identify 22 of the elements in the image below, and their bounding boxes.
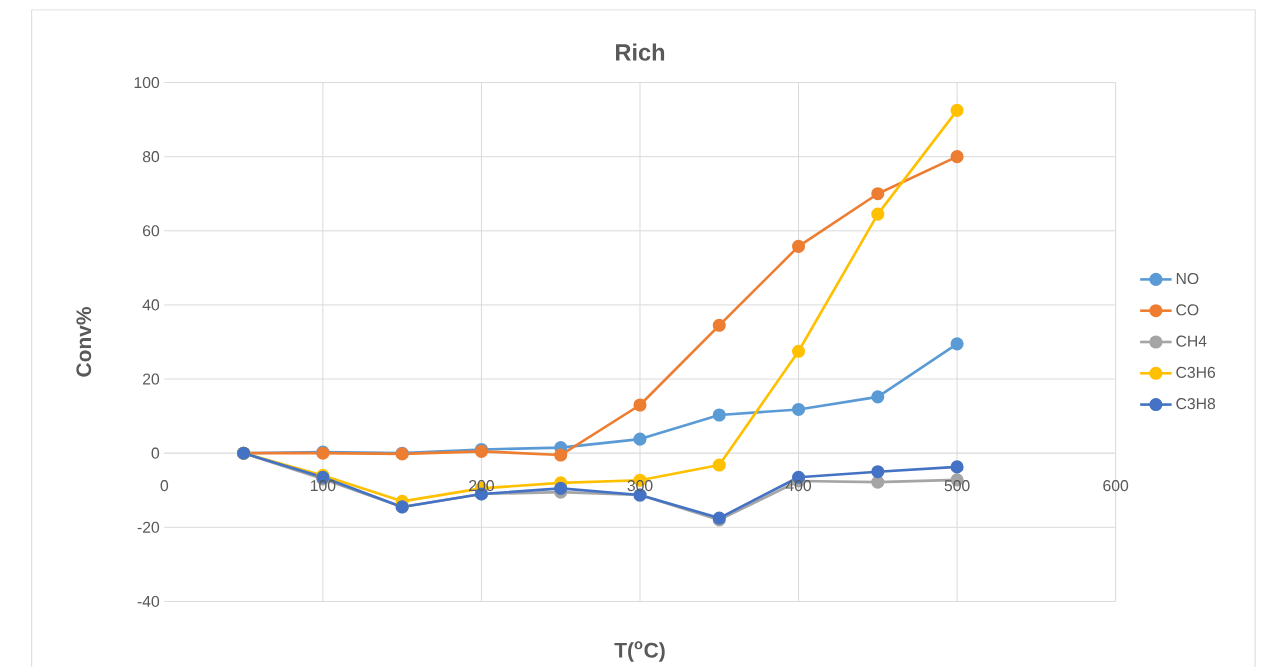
x-tick-label: 300 [627,479,653,492]
x-tick-label: 400 [785,479,812,492]
x-tick-label: 600 [1103,479,1129,492]
y-tick-label: 40 [142,299,160,311]
x-tick-label: 100 [310,479,336,492]
y-tick-label: -40 [137,595,160,607]
x-tick-label: 0 [160,479,169,492]
x-tick-label: 500 [944,479,970,492]
legend-label: CH4 [1176,335,1207,347]
y-tick-label: 20 [143,373,160,385]
y-tick-label: 60 [143,225,160,237]
legend-label: C3H6 [1176,366,1216,378]
legend-label: CO [1176,304,1199,316]
x-axis-title: T($^{o}$C) [614,641,665,662]
chart-title: Rich [616,43,665,61]
legend-label: NO [1176,272,1199,284]
y-tick-label: 80 [142,150,160,163]
y-tick-label: 100 [134,76,160,88]
y-tick-label: 0 [151,447,160,459]
legend-label: C3H8 [1176,397,1216,410]
y-tick-label: -20 [137,521,160,533]
y-axis-title: Conv% [76,306,92,377]
